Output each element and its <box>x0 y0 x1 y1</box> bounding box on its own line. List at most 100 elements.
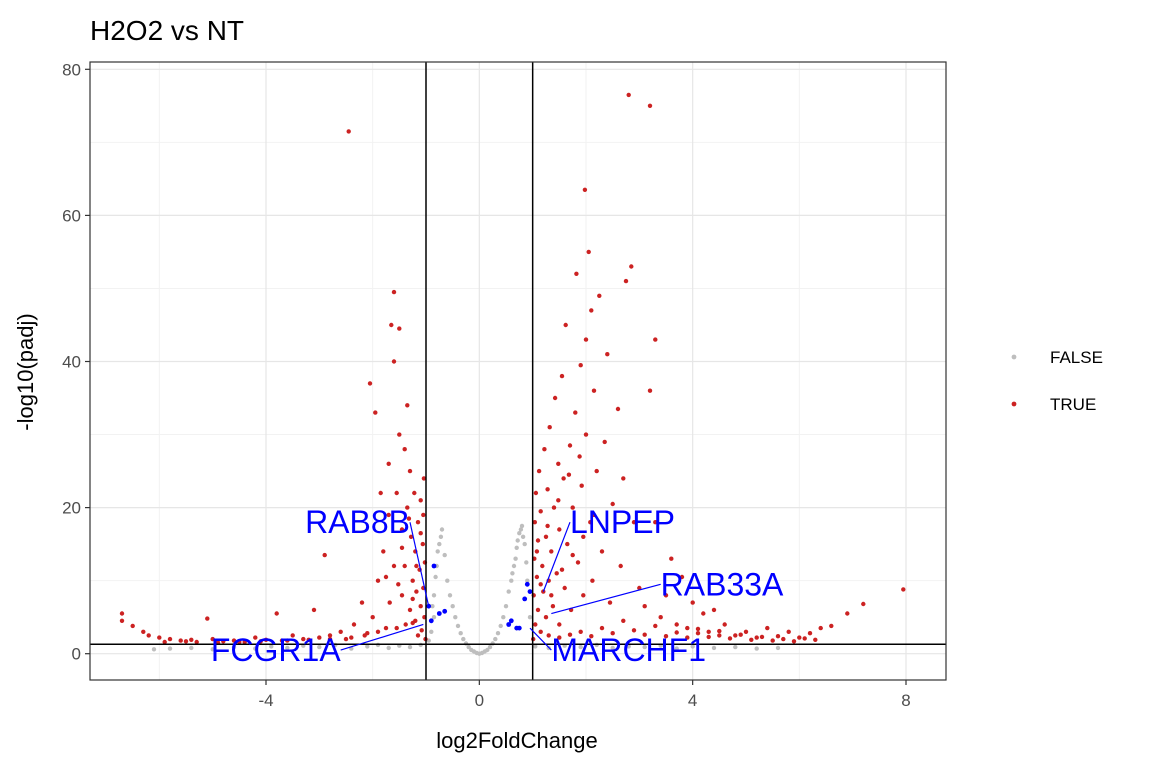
data-point-false <box>430 604 435 609</box>
highlight-point <box>442 608 448 614</box>
data-point-false <box>189 645 194 651</box>
data-point-true <box>781 636 786 642</box>
data-point-true <box>589 634 594 639</box>
data-point-true <box>559 373 565 379</box>
data-point-true <box>807 631 813 636</box>
data-point-true <box>775 634 781 639</box>
data-point-true <box>343 636 349 642</box>
data-point-false <box>513 556 518 561</box>
data-point-true <box>545 523 550 529</box>
data-point-true <box>610 501 615 507</box>
data-point-false <box>438 534 444 539</box>
data-point-false <box>447 593 453 598</box>
data-point-true <box>706 629 711 634</box>
data-point-false <box>533 644 538 649</box>
data-point-true <box>618 563 623 569</box>
data-point-true <box>418 498 423 503</box>
data-point-true <box>653 623 658 629</box>
data-point-true <box>556 498 561 503</box>
data-point-false <box>510 571 515 576</box>
data-point-true <box>415 633 421 638</box>
legend: FALSE TRUE <box>1011 348 1103 414</box>
data-point-false <box>511 563 517 569</box>
data-point-true <box>383 625 389 631</box>
data-point-true <box>770 638 775 643</box>
data-point-true <box>653 337 658 342</box>
y-tick-label: 20 <box>62 499 81 518</box>
data-point-true <box>690 600 695 605</box>
data-point-true <box>322 552 327 558</box>
data-point-true <box>534 549 540 554</box>
data-point-true <box>533 622 538 627</box>
legend-key-true <box>1011 401 1017 407</box>
data-point-true <box>418 604 423 609</box>
data-point-true <box>631 628 637 633</box>
data-point-true <box>402 447 407 452</box>
data-point-true <box>349 635 354 640</box>
data-point-true <box>663 634 669 639</box>
data-point-true <box>540 563 545 569</box>
data-point-true <box>861 601 866 607</box>
data-point-true <box>621 618 626 623</box>
data-point-true <box>685 625 690 631</box>
data-point-true <box>421 512 426 518</box>
data-point-true <box>397 432 402 437</box>
data-point-false <box>610 645 615 651</box>
data-point-true <box>623 278 629 284</box>
data-point-true <box>258 639 263 644</box>
data-point-true <box>536 468 542 474</box>
data-point-true <box>405 403 410 408</box>
data-point-false <box>431 615 437 620</box>
data-point-false <box>365 644 370 649</box>
data-point-false <box>210 647 215 652</box>
data-point-true <box>631 520 637 525</box>
x-tick-label: -4 <box>258 691 273 710</box>
data-point-true <box>351 622 357 627</box>
data-point-true <box>263 637 269 642</box>
data-point-true <box>386 512 391 518</box>
data-point-true <box>813 637 818 642</box>
data-point-true <box>594 468 599 474</box>
data-point-true <box>552 395 558 401</box>
gene-label: LNPEP <box>570 504 675 540</box>
data-point-false <box>407 644 413 650</box>
gene-label: MARCHF1 <box>551 632 706 668</box>
data-point-true <box>542 447 547 452</box>
data-point-false <box>626 644 631 649</box>
data-point-true <box>327 633 333 638</box>
highlight-point <box>524 581 530 587</box>
data-point-true <box>389 322 394 328</box>
data-point-true <box>901 587 906 592</box>
data-point-true <box>549 593 554 598</box>
highlight-point <box>508 618 514 624</box>
data-point-false <box>253 646 258 651</box>
data-point-true <box>317 635 322 640</box>
data-point-true <box>733 633 738 638</box>
chart-title: H2O2 vs NT <box>90 15 244 46</box>
data-point-false <box>506 589 511 594</box>
data-point-false <box>458 631 463 636</box>
data-point-false <box>711 645 717 651</box>
data-point-true <box>579 483 584 488</box>
data-point-true <box>669 556 674 561</box>
data-point-true <box>205 616 210 621</box>
data-point-false <box>435 549 440 554</box>
y-tick-label: 40 <box>62 353 81 372</box>
highlight-point <box>431 563 437 569</box>
data-point-true <box>566 472 572 477</box>
data-point-true <box>538 509 543 514</box>
data-point-true <box>418 531 423 536</box>
data-point-true <box>167 636 173 642</box>
data-point-true <box>791 639 797 644</box>
data-point-true <box>535 607 541 613</box>
data-point-true <box>285 638 290 643</box>
data-point-false <box>509 578 514 583</box>
data-point-true <box>547 425 552 430</box>
data-point-true <box>410 578 415 583</box>
data-point-true <box>405 505 410 510</box>
data-point-true <box>394 625 399 631</box>
y-tick-label: 0 <box>72 645 81 664</box>
data-point-true <box>533 490 539 496</box>
data-point-false <box>461 636 466 642</box>
data-point-false <box>525 578 530 583</box>
